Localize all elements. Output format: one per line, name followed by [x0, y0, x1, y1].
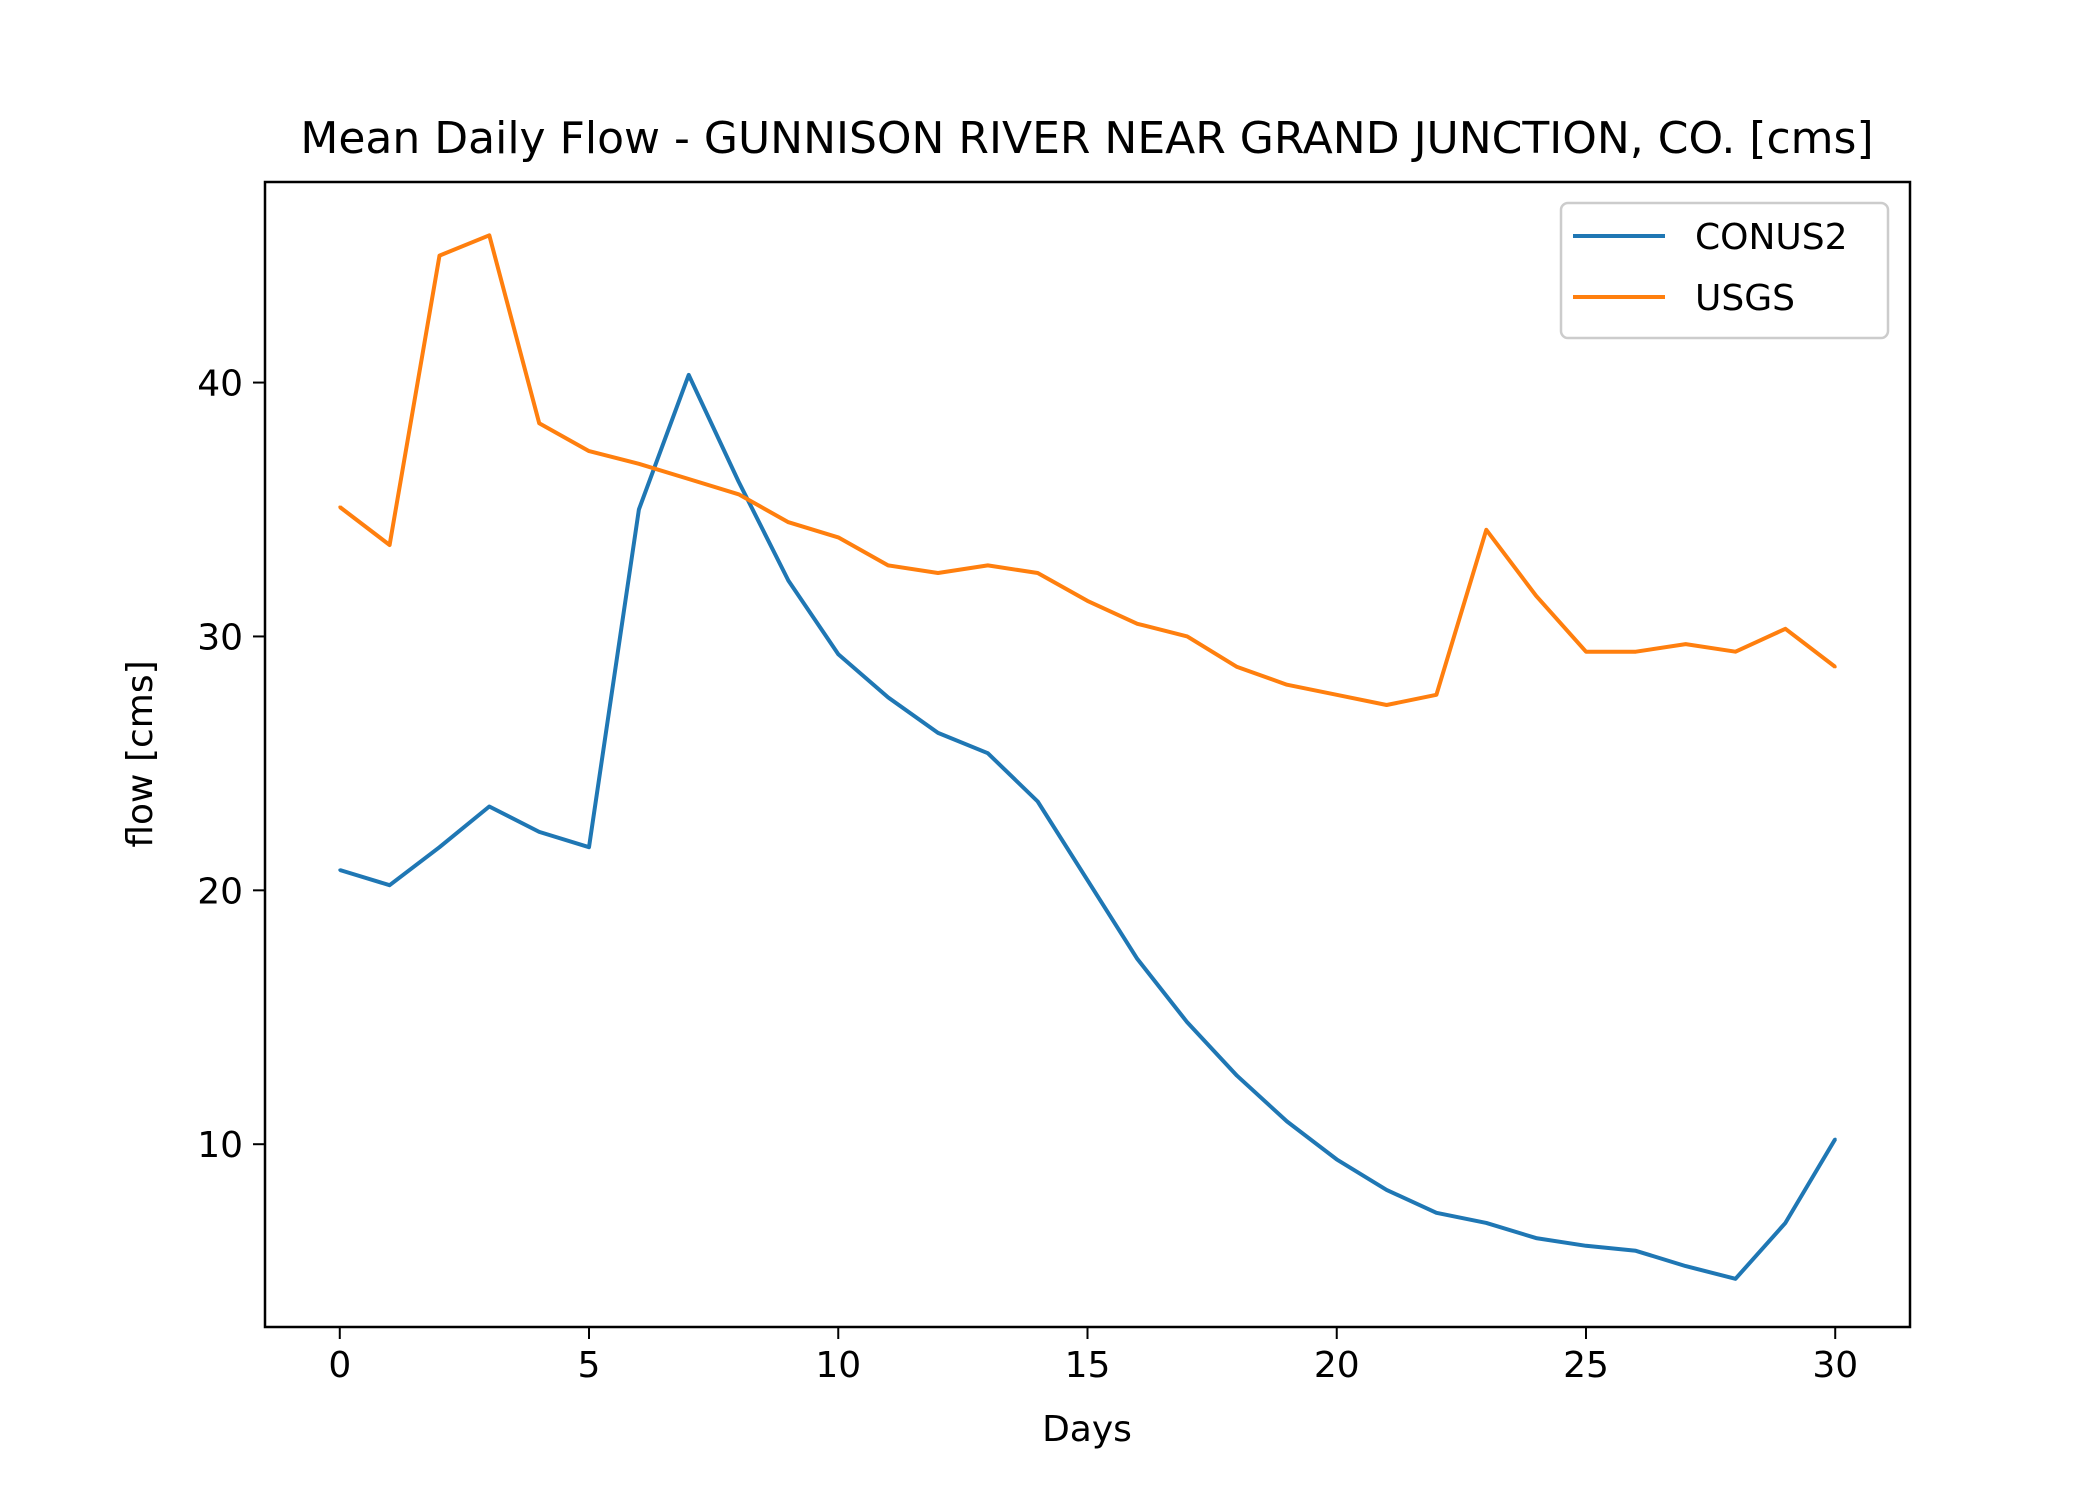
data-point-usgs — [1086, 599, 1089, 603]
data-point-conus2 — [487, 805, 491, 808]
data-point-usgs — [637, 462, 641, 466]
data-point-usgs — [1734, 650, 1737, 654]
data-point-conus2 — [1484, 1221, 1488, 1225]
data-point-usgs — [986, 563, 990, 567]
data-point-conus2 — [687, 373, 691, 377]
x-tick-label: 30 — [1812, 1345, 1858, 1386]
data-point-conus2 — [1036, 800, 1040, 803]
data-point-conus2 — [836, 652, 840, 656]
data-point-conus2 — [1086, 878, 1089, 882]
data-point-conus2 — [1684, 1264, 1688, 1268]
data-point-usgs — [1285, 683, 1289, 687]
data-point-conus2 — [1434, 1211, 1438, 1215]
data-point-conus2 — [1135, 957, 1139, 961]
data-point-conus2 — [388, 883, 392, 887]
x-tick-label: 10 — [815, 1345, 861, 1386]
data-point-usgs — [1534, 594, 1538, 598]
data-point-conus2 — [1235, 1074, 1239, 1078]
data-point-conus2 — [1634, 1249, 1638, 1253]
y-tick-label: 40 — [197, 364, 243, 405]
data-point-conus2 — [1783, 1221, 1787, 1225]
data-point-usgs — [587, 449, 591, 453]
data-point-conus2 — [1584, 1244, 1588, 1248]
data-point-conus2 — [338, 868, 342, 872]
data-point-usgs — [1684, 642, 1688, 646]
data-point-usgs — [786, 520, 790, 524]
data-point-usgs — [1833, 665, 1837, 669]
data-point-conus2 — [1185, 1020, 1189, 1024]
data-point-usgs — [1484, 528, 1488, 532]
data-point-usgs — [388, 543, 392, 547]
data-point-usgs — [1783, 627, 1787, 631]
x-tick-label: 5 — [578, 1345, 601, 1386]
legend: CONUS2 USGS — [1559, 201, 1890, 340]
data-point-usgs — [1634, 650, 1638, 654]
data-point-conus2 — [886, 695, 890, 699]
data-point-usgs — [1185, 634, 1189, 638]
data-point-conus2 — [786, 579, 790, 583]
data-point-conus2 — [1335, 1157, 1339, 1161]
data-point-conus2 — [637, 508, 641, 511]
data-point-conus2 — [1385, 1188, 1389, 1192]
data-point-usgs — [687, 477, 691, 481]
y-tick-label: 30 — [197, 617, 243, 658]
x-tick-label: 15 — [1065, 1345, 1111, 1386]
data-point-conus2 — [1534, 1236, 1538, 1240]
data-point-conus2 — [936, 731, 940, 735]
data-point-usgs — [737, 492, 741, 496]
data-point-usgs — [936, 571, 940, 575]
y-axis-label: flow [cms] — [120, 660, 161, 847]
data-point-usgs — [1335, 693, 1339, 697]
data-point-conus2 — [986, 751, 990, 755]
data-point-usgs — [1036, 571, 1040, 575]
data-point-usgs — [537, 421, 541, 425]
ticks-layer: 0 5 10 15 20 25 30 10 20 30 40 — [197, 364, 1858, 1386]
y-tick-label: 20 — [197, 871, 243, 912]
legend-label-conus2: CONUS2 — [1695, 217, 1848, 258]
data-point-usgs — [1584, 650, 1588, 654]
data-point-usgs — [836, 535, 840, 539]
data-point-conus2 — [438, 845, 441, 849]
data-point-usgs — [886, 563, 890, 567]
data-point-conus2 — [737, 480, 741, 484]
legend-label-usgs: USGS — [1695, 278, 1795, 319]
chart-title: Mean Daily Flow - GUNNISON RIVER NEAR GR… — [300, 113, 1873, 164]
y-tick-label: 10 — [197, 1125, 243, 1166]
data-point-conus2 — [1285, 1119, 1289, 1123]
data-point-conus2 — [587, 845, 591, 849]
data-point-usgs — [1385, 703, 1389, 707]
x-tick-label: 0 — [328, 1345, 351, 1386]
data-point-conus2 — [1734, 1277, 1737, 1281]
data-point-conus2 — [537, 830, 541, 834]
data-point-usgs — [338, 505, 342, 509]
data-point-usgs — [1235, 665, 1239, 669]
data-point-usgs — [1434, 693, 1438, 697]
x-tick-label: 25 — [1563, 1345, 1609, 1386]
data-point-usgs — [1135, 622, 1139, 626]
data-point-conus2 — [1833, 1137, 1837, 1141]
x-tick-label: 20 — [1314, 1345, 1360, 1386]
series-layer — [338, 233, 1837, 1281]
data-point-usgs — [487, 233, 491, 237]
data-point-usgs — [438, 254, 441, 258]
x-axis-label: Days — [1042, 1409, 1132, 1450]
